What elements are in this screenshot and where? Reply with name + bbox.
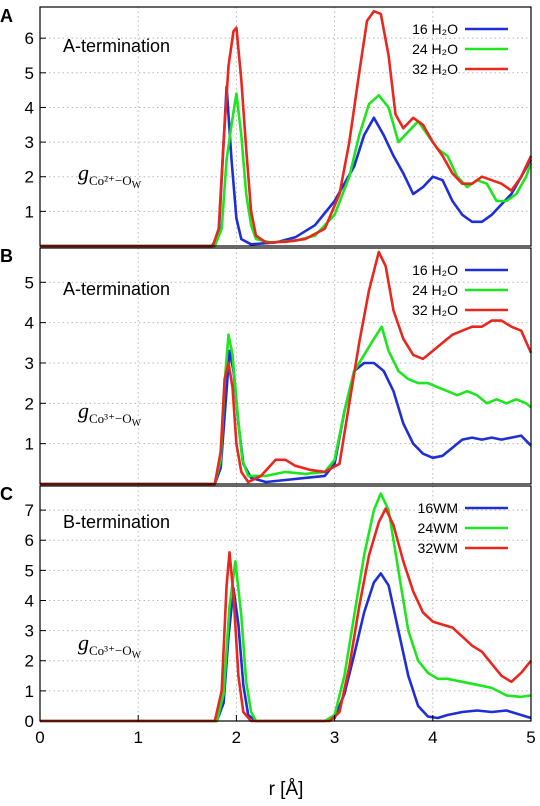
y-tick-label: 6 [25,531,34,550]
panel-letter-c: C [0,484,13,504]
x-tick-label: 5 [526,728,535,747]
y-tick-label: 4 [25,314,34,333]
y-tick-label: 4 [25,98,34,117]
series-line-c-0 [40,572,532,723]
series-line-a-1 [40,92,533,248]
y-tick-label: 5 [25,64,34,83]
legend-label: 32 H₂O [412,61,458,77]
series-line-c-2 [40,507,533,723]
series-line-c-1 [40,492,532,723]
y-tick-label: 2 [25,168,34,187]
series-line-b-2 [40,250,533,486]
x-tick-label: 1 [133,728,142,747]
panel-b: B 1 2 3 4 5 A-termination gCo³⁺−OW 16 H₂O 24 … [0,246,533,486]
rdf-label-b: gCo³⁺−OW [78,398,142,429]
legend-b: 16 H₂O 24 H₂O 32 H₂O [412,262,508,318]
x-tick-label: 0 [35,728,44,747]
series-line-a-2 [40,9,533,248]
rdf-label-c: gCo³⁺−OW [78,630,142,661]
series-group-b [40,250,533,486]
legend-label: 16WM [418,500,458,516]
y-tick-label: 1 [25,682,34,701]
y-tick-label: 0 [25,712,34,731]
legend-label: 16 H₂O [412,262,458,278]
panel-c: C 0 1 2 3 4 5 6 7 0 1 2 3 4 5 B-termination gCo³⁺−OW… [0,484,536,800]
legend-label: 32WM [418,540,458,556]
y-axis-a: 1 2 3 4 5 6 [25,29,46,221]
y-tick-label: 5 [25,273,34,292]
y-tick-label: 5 [25,561,34,580]
series-group-c [40,492,533,723]
x-axis-label: r [Å] [269,779,304,800]
y-tick-label: 4 [25,591,34,610]
plot-frame-a [39,6,532,247]
legend-c: 16WM 24WM 32WM [418,500,508,556]
termination-label-c: B-termination [63,512,170,532]
termination-label-b: A-termination [63,279,170,299]
series-group-a [40,9,533,248]
termination-label-a: A-termination [63,36,170,56]
y-tick-label: 2 [25,394,34,413]
x-axis: 0 1 2 3 4 5 [35,715,536,747]
legend-label: 16 H₂O [412,21,458,37]
legend-label: 24 H₂O [412,41,458,57]
legend-label: 24 H₂O [412,282,458,298]
y-tick-label: 1 [25,435,34,454]
legend-label: 24WM [418,520,458,536]
y-tick-label: 3 [25,622,34,641]
y-tick-label: 3 [25,354,34,373]
rdf-label-a: gCo²⁺−OW [78,160,142,191]
x-tick-label: 4 [428,728,437,747]
y-tick-label: 1 [25,202,34,221]
y-axis-b: 1 2 3 4 5 [25,273,46,454]
legend-a: 16 H₂O 24 H₂O 32 H₂O [412,21,508,77]
plot-frame-b [39,247,532,485]
panel-letter-b: B [0,246,13,266]
series-line-b-1 [40,325,532,486]
y-tick-label: 3 [25,133,34,152]
plot-frame-c [39,485,532,722]
y-tick-label: 2 [25,652,34,671]
x-tick-label: 3 [330,728,339,747]
legend-label: 32 H₂O [412,302,458,318]
y-axis-c: 0 1 2 3 4 5 6 7 [25,501,46,731]
series-line-a-0 [40,85,533,248]
panel-letter-a: A [0,6,13,26]
y-tick-label: 6 [25,29,34,48]
x-tick-label: 2 [232,728,241,747]
grid-b [40,248,531,484]
panel-a: A 1 2 3 4 5 6 A-termination gCo²⁺−OW 16 H₂O 24… [0,6,533,248]
y-tick-label: 7 [25,501,34,520]
